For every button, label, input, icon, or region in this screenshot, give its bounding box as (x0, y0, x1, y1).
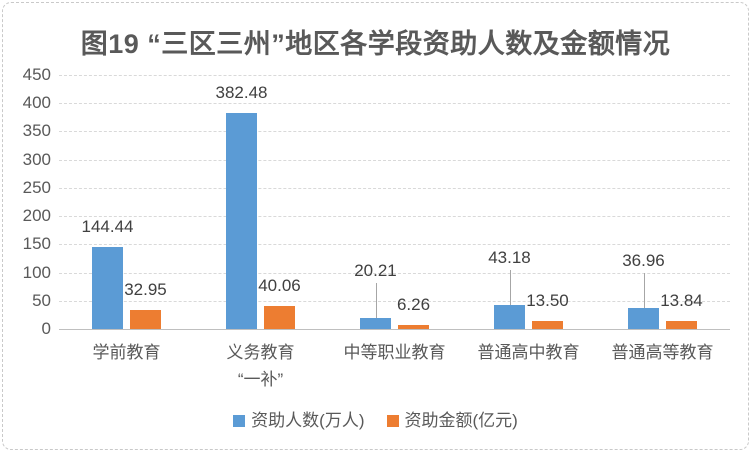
gridline (59, 244, 730, 246)
y-axis-tick-label: 0 (41, 319, 51, 338)
data-label: 43.18 (488, 247, 531, 267)
data-label: 32.95 (124, 280, 167, 300)
category-label: 中等职业教育 (343, 343, 446, 362)
y-axis-tick-label: 250 (22, 177, 51, 197)
data-label: 40.06 (258, 276, 301, 296)
legend: 资助人数(万人) 资助金额(亿元) (0, 411, 751, 431)
legend-label: 资助金额(亿元) (404, 411, 518, 430)
y-axis-tick-label: 200 (22, 206, 51, 226)
chart-title: 图19 “三区三州”地区各学段资助人数及金额情况 (80, 29, 671, 59)
data-label-leader-line (644, 273, 645, 309)
data-label: 13.50 (526, 291, 569, 311)
category-label: 学前教育 (92, 343, 161, 362)
legend-label: 资助人数(万人) (251, 411, 365, 430)
legend-item: 资助金额(亿元) (386, 411, 518, 431)
bar-people (226, 113, 257, 329)
y-axis-tick-label: 300 (22, 149, 51, 169)
legend-swatch-icon (386, 415, 399, 427)
data-label-leader-line (510, 269, 511, 305)
data-label: 36.96 (622, 251, 665, 271)
legend-swatch-icon (233, 415, 246, 427)
x-axis-line (59, 329, 730, 330)
bar-amount (398, 325, 429, 329)
data-label: 382.48 (215, 83, 268, 103)
y-axis-tick-label: 450 (22, 65, 51, 84)
bar-people (494, 304, 525, 329)
gridline (59, 272, 730, 274)
data-label-leader-line (376, 282, 377, 318)
y-axis-tick-label: 100 (22, 262, 51, 282)
data-label: 144.44 (81, 217, 134, 237)
category-label: 义务教育 “一补” (226, 343, 295, 389)
gridline (59, 131, 730, 133)
data-label: 13.84 (660, 291, 703, 311)
gridline (59, 159, 730, 161)
category-label: 普通高中教育 (477, 343, 580, 362)
y-axis-tick-label: 150 (22, 234, 51, 254)
category-label: 普通高等教育 (611, 343, 714, 362)
bar-people (628, 308, 659, 329)
bar-amount (264, 306, 295, 329)
y-axis-tick-label: 400 (22, 93, 51, 113)
data-label: 6.26 (396, 295, 431, 315)
bar-amount (130, 310, 161, 329)
y-axis-tick-label: 350 (22, 121, 51, 141)
legend-item: 资助人数(万人) (233, 411, 365, 431)
bar-amount (666, 321, 697, 329)
bar-amount (532, 321, 563, 329)
bar-people (360, 317, 391, 329)
gridline (59, 216, 730, 218)
bar-people (92, 247, 123, 329)
gridline (59, 300, 730, 302)
gridline (59, 187, 730, 189)
y-axis-tick-label: 50 (32, 290, 51, 310)
gridline (59, 103, 730, 105)
gridline (59, 75, 730, 76)
data-label: 20.21 (354, 260, 397, 280)
